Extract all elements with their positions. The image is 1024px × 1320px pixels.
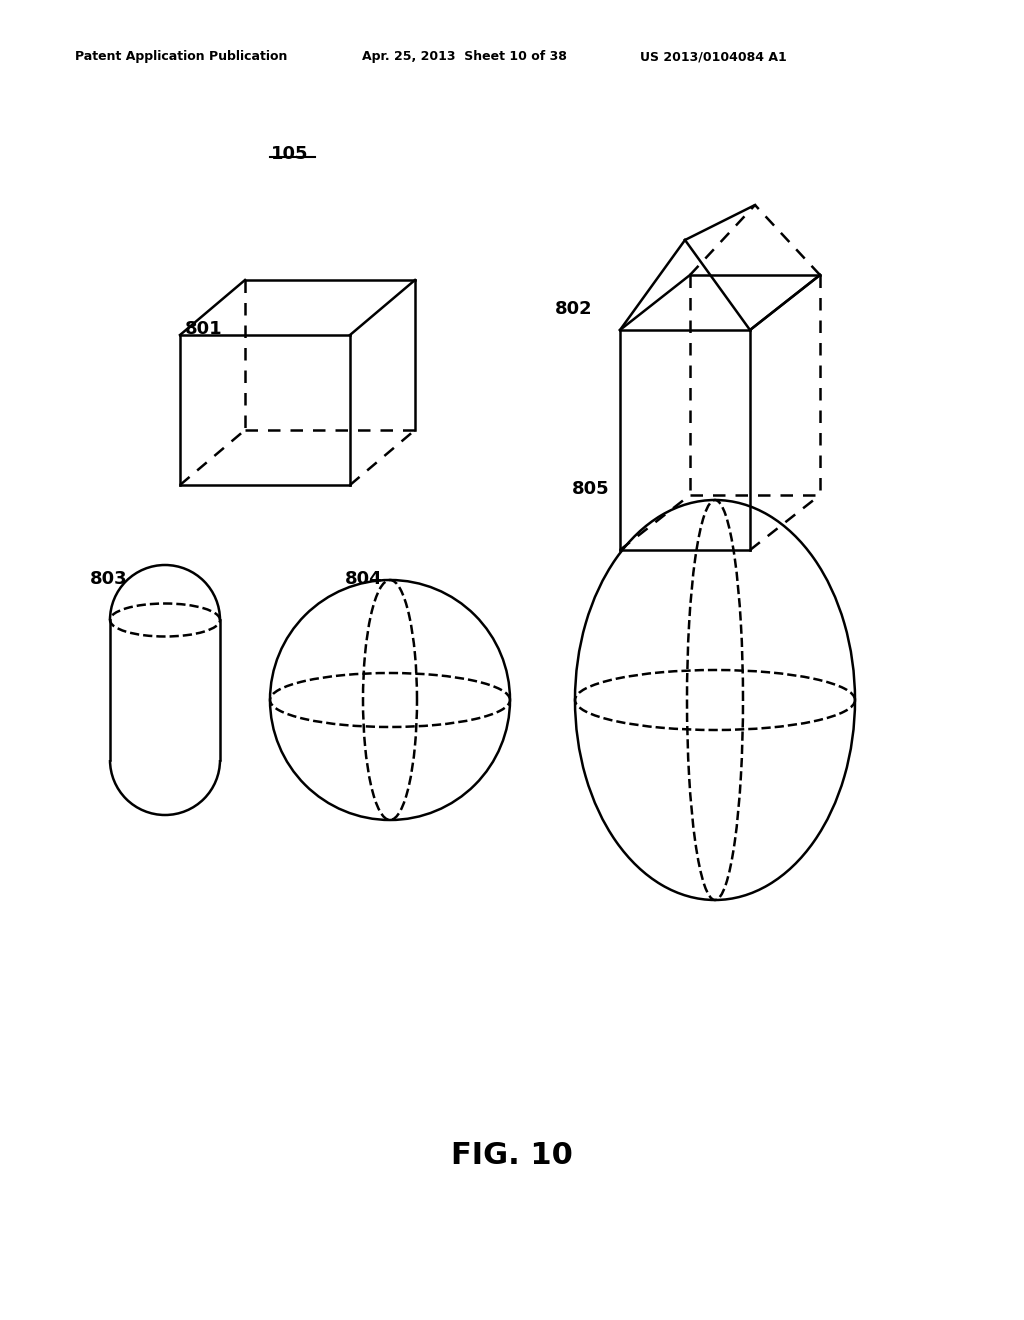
Text: 805: 805 — [572, 480, 609, 498]
Text: FIG. 10: FIG. 10 — [451, 1140, 573, 1170]
Text: 801: 801 — [185, 319, 222, 338]
Text: Patent Application Publication: Patent Application Publication — [75, 50, 288, 63]
Text: 804: 804 — [345, 570, 383, 587]
Text: Apr. 25, 2013  Sheet 10 of 38: Apr. 25, 2013 Sheet 10 of 38 — [362, 50, 567, 63]
Text: 105: 105 — [271, 145, 309, 162]
Text: 802: 802 — [555, 300, 593, 318]
Text: 803: 803 — [90, 570, 128, 587]
Text: US 2013/0104084 A1: US 2013/0104084 A1 — [640, 50, 786, 63]
